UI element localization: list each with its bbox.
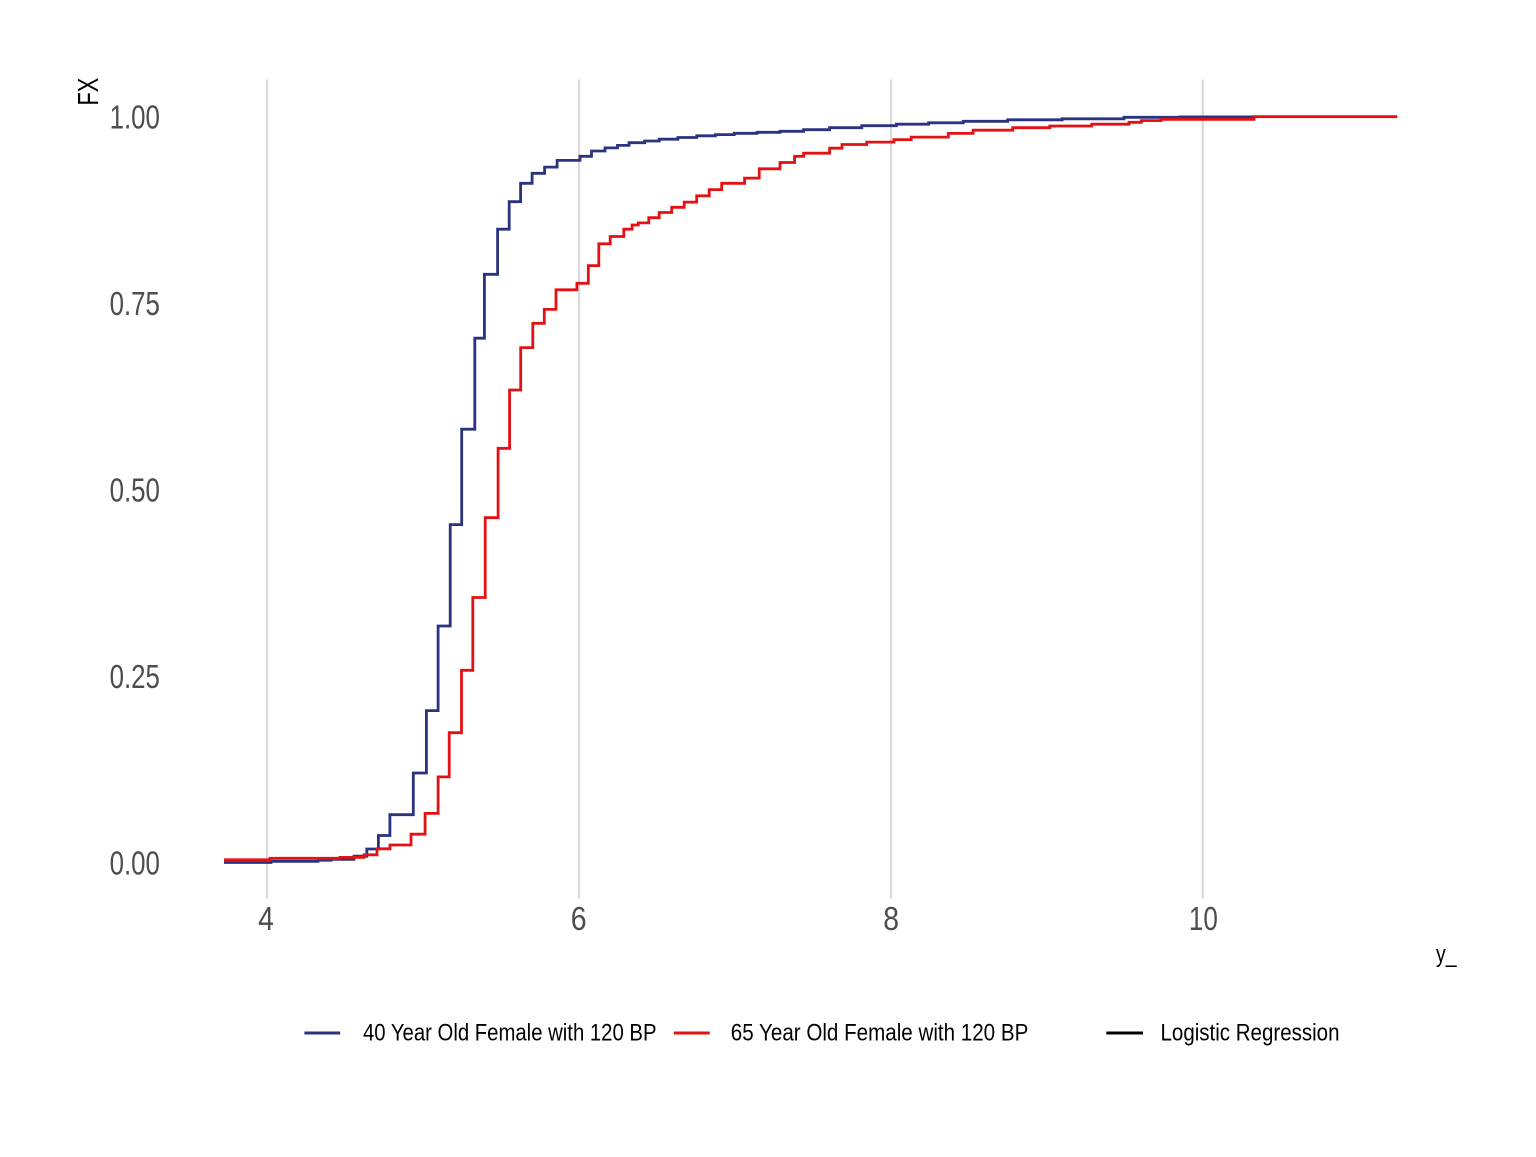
svg-text:40 Year Old Female with 120 BP: 40 Year Old Female with 120 BP	[363, 1020, 657, 1047]
svg-text:y_: y_	[1436, 941, 1457, 968]
svg-text:FX: FX	[73, 78, 105, 106]
svg-text:Logistic Regression: Logistic Regression	[1161, 1020, 1340, 1047]
svg-text:0.00: 0.00	[110, 845, 160, 882]
svg-text:65 Year Old Female with 120 BP: 65 Year Old Female with 120 BP	[731, 1020, 1029, 1047]
svg-text:6: 6	[571, 900, 587, 937]
svg-text:1.00: 1.00	[110, 99, 160, 136]
svg-text:0.25: 0.25	[110, 659, 160, 696]
svg-text:0.50: 0.50	[110, 472, 160, 509]
svg-text:4: 4	[258, 900, 274, 937]
svg-text:8: 8	[883, 900, 899, 937]
svg-text:10: 10	[1189, 900, 1218, 937]
svg-text:0.75: 0.75	[110, 286, 160, 323]
